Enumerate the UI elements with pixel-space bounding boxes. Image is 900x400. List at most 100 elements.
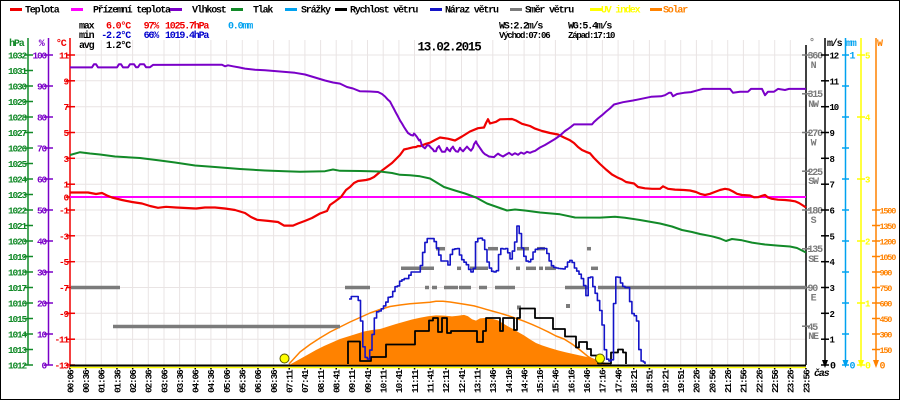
svg-text:04:06: 04:06 <box>191 369 202 393</box>
svg-text:11:11: 11:11 <box>410 369 421 393</box>
svg-text:21:26: 21:26 <box>723 369 734 393</box>
svg-text:Solar: Solar <box>663 5 688 17</box>
svg-text:135: 135 <box>808 245 824 256</box>
svg-text:50: 50 <box>37 206 48 217</box>
svg-text:NW: NW <box>808 100 819 111</box>
svg-text:mm: mm <box>846 39 857 50</box>
svg-text:03:36: 03:36 <box>175 369 186 393</box>
svg-text:1: 1 <box>63 180 69 191</box>
svg-text:11:41: 11:41 <box>426 369 437 393</box>
svg-text:17:16: 17:16 <box>598 369 609 393</box>
svg-text:1017: 1017 <box>8 283 28 294</box>
svg-text:-3: -3 <box>59 231 70 242</box>
svg-text:15:16: 15:16 <box>535 369 546 393</box>
svg-text:750: 750 <box>880 284 893 294</box>
svg-text:SW: SW <box>808 177 819 188</box>
svg-text:Vlhkost: Vlhkost <box>192 5 227 17</box>
svg-text:01:36: 01:36 <box>112 369 123 393</box>
svg-text:13:11: 13:11 <box>472 369 483 393</box>
svg-text:1200: 1200 <box>880 238 897 248</box>
svg-text:13.02.2015: 13.02.2015 <box>417 41 481 55</box>
svg-text:NE: NE <box>808 332 819 343</box>
svg-text:Přízemní teplota: Přízemní teplota <box>93 5 171 17</box>
svg-text:1: 1 <box>850 52 856 63</box>
svg-text:3: 3 <box>830 284 835 294</box>
svg-text:15:46: 15:46 <box>551 369 562 393</box>
svg-text:10: 10 <box>37 330 48 341</box>
svg-text:08:41: 08:41 <box>332 369 343 393</box>
svg-text:1022: 1022 <box>8 206 28 217</box>
svg-text:20:26: 20:26 <box>692 369 703 393</box>
svg-text:0: 0 <box>850 362 856 373</box>
svg-text:60: 60 <box>37 175 48 186</box>
svg-text:1023: 1023 <box>8 190 28 201</box>
svg-text:20:56: 20:56 <box>707 369 718 393</box>
svg-text:3: 3 <box>865 176 870 186</box>
svg-text:22:56: 22:56 <box>770 369 781 393</box>
svg-text:10: 10 <box>830 103 839 113</box>
svg-text:20: 20 <box>37 299 48 310</box>
svg-text:1019: 1019 <box>8 252 28 263</box>
svg-text:Východ:07:06: Východ:07:06 <box>499 31 550 41</box>
svg-text:4: 4 <box>830 258 836 268</box>
svg-text:09:41: 09:41 <box>363 369 374 393</box>
svg-text:1029: 1029 <box>8 97 28 108</box>
svg-text:11: 11 <box>59 51 70 62</box>
svg-text:12:11: 12:11 <box>441 369 452 393</box>
svg-text:315: 315 <box>808 90 824 101</box>
svg-text:30: 30 <box>37 268 48 279</box>
svg-text:90: 90 <box>37 82 48 93</box>
svg-text:17:46: 17:46 <box>613 369 624 393</box>
svg-text:150: 150 <box>880 346 893 356</box>
svg-text:23:56: 23:56 <box>801 369 812 393</box>
svg-text:-2.2°C: -2.2°C <box>101 30 131 42</box>
svg-text:1025.7hPa: 1025.7hPa <box>165 21 209 33</box>
svg-text:00:36: 00:36 <box>81 369 92 393</box>
svg-text:°: ° <box>809 37 814 49</box>
svg-text:00:06: 00:06 <box>65 369 76 393</box>
svg-text:09:11: 09:11 <box>347 369 358 393</box>
svg-text:°C: °C <box>56 38 67 50</box>
svg-text:19:51: 19:51 <box>676 369 687 393</box>
svg-text:1050: 1050 <box>880 253 897 263</box>
svg-text:9: 9 <box>830 129 835 139</box>
svg-text:9: 9 <box>63 76 69 87</box>
svg-text:18:21: 18:21 <box>629 369 640 393</box>
svg-text:1021: 1021 <box>8 221 28 232</box>
svg-text:0: 0 <box>865 362 871 373</box>
svg-text:8: 8 <box>830 155 835 165</box>
svg-text:07:11: 07:11 <box>285 369 296 393</box>
svg-text:1350: 1350 <box>880 222 897 232</box>
svg-text:2: 2 <box>865 238 870 248</box>
svg-text:-11: -11 <box>54 335 69 346</box>
svg-text:1013: 1013 <box>8 345 28 356</box>
svg-text:12:41: 12:41 <box>457 369 468 393</box>
svg-text:02:06: 02:06 <box>128 369 139 393</box>
svg-text:16:16: 16:16 <box>566 369 577 393</box>
svg-text:05:06: 05:06 <box>222 369 233 393</box>
svg-text:1028: 1028 <box>8 113 28 124</box>
svg-text:1031: 1031 <box>8 66 28 77</box>
svg-text:300: 300 <box>880 331 893 341</box>
svg-text:02:36: 02:36 <box>144 369 155 393</box>
svg-text:W: W <box>811 139 817 150</box>
svg-text:06:06: 06:06 <box>253 369 264 393</box>
svg-text:40: 40 <box>37 237 48 248</box>
svg-text:90: 90 <box>808 284 819 295</box>
svg-text:16:46: 16:46 <box>582 369 593 393</box>
svg-text:hPa: hPa <box>9 38 25 50</box>
svg-text:0: 0 <box>880 362 886 373</box>
svg-text:14:46: 14:46 <box>519 369 530 393</box>
svg-text:22:26: 22:26 <box>754 369 765 393</box>
svg-text:13:46: 13:46 <box>488 369 499 393</box>
svg-text:6: 6 <box>830 207 835 217</box>
svg-text:1024: 1024 <box>8 175 28 186</box>
svg-text:-5: -5 <box>59 257 70 268</box>
svg-text:270: 270 <box>808 129 824 140</box>
svg-text:66%: 66% <box>144 31 160 42</box>
svg-text:360: 360 <box>808 52 824 63</box>
svg-text:1032: 1032 <box>8 51 28 62</box>
svg-text:Srážky: Srážky <box>301 5 331 17</box>
svg-text:4: 4 <box>865 114 871 124</box>
svg-text:5: 5 <box>830 232 835 242</box>
